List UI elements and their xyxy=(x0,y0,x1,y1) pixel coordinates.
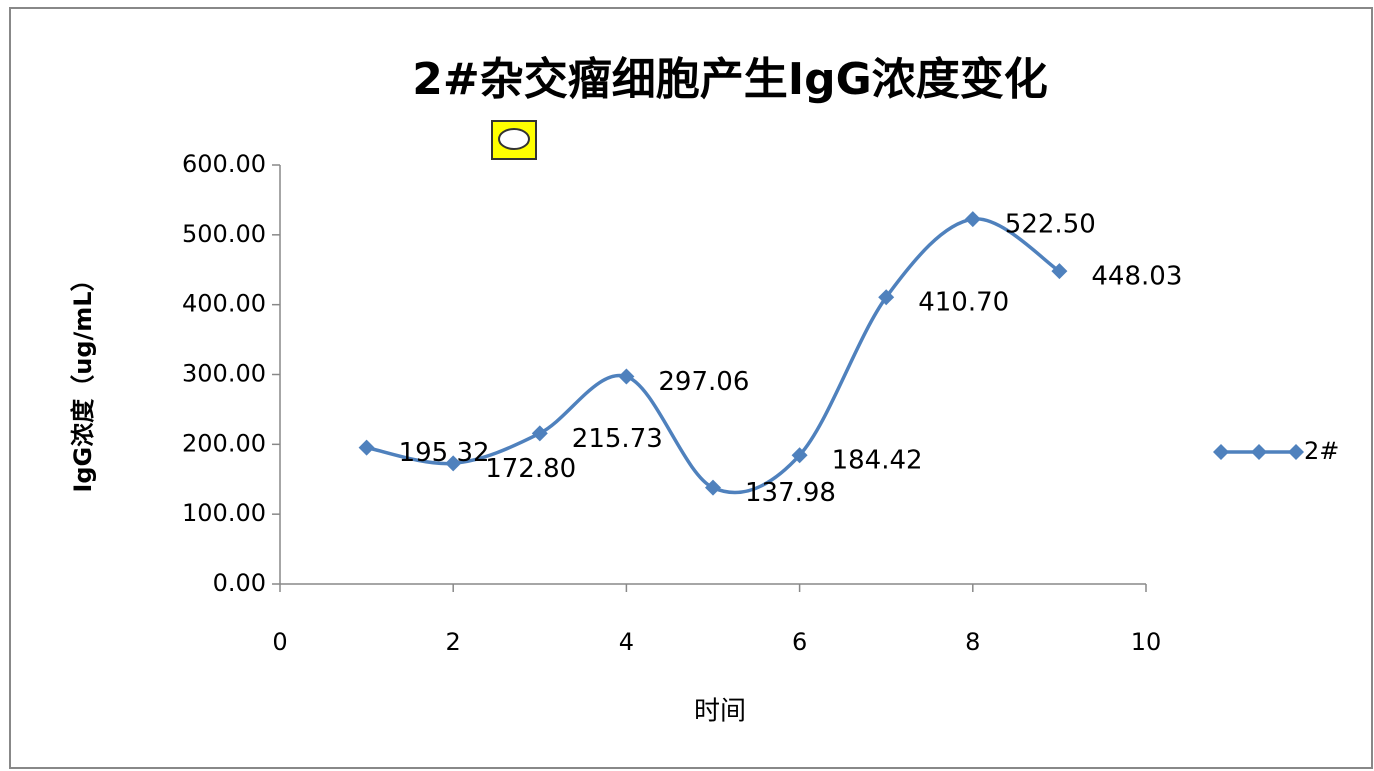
data-point xyxy=(964,211,981,228)
x-tick-label: 6 xyxy=(792,628,807,656)
data-point xyxy=(358,439,375,456)
data-point xyxy=(1051,263,1068,280)
data-label: 410.70 xyxy=(918,288,1009,318)
y-tick-label: 500.00 xyxy=(182,220,266,248)
data-label: 297.06 xyxy=(658,367,749,397)
legend-label: 2# xyxy=(1304,437,1339,465)
data-point xyxy=(705,479,721,496)
y-tick-label: 300.00 xyxy=(182,360,266,388)
x-tick-label: 0 xyxy=(272,628,287,656)
data-point xyxy=(791,447,808,464)
data-label: 215.73 xyxy=(572,424,663,454)
data-label: 184.42 xyxy=(832,446,923,476)
chart-frame xyxy=(9,7,1373,769)
x-tick-label: 4 xyxy=(619,628,634,656)
data-label: 448.03 xyxy=(1091,262,1182,292)
y-tick-label: 400.00 xyxy=(182,290,266,318)
data-label: 195.32 xyxy=(399,438,490,468)
x-axis-label: 时间 xyxy=(694,697,746,727)
x-tick-label: 10 xyxy=(1131,628,1162,656)
x-tick-label: 8 xyxy=(965,628,980,656)
legend-marker xyxy=(1251,444,1267,460)
y-tick-label: 100.00 xyxy=(182,499,266,527)
y-tick-label: 0.00 xyxy=(213,569,266,597)
data-point xyxy=(618,368,635,385)
chart-title: 2#杂交瘤细胞产生IgG浓度变化 xyxy=(412,54,1047,105)
legend-marker xyxy=(1213,444,1229,460)
data-point xyxy=(445,455,462,472)
y-tick-label: 200.00 xyxy=(182,429,266,457)
y-axis-label: IgG浓度（ug/mL） xyxy=(69,267,97,492)
data-label: 522.50 xyxy=(1005,210,1096,240)
x-tick-label: 2 xyxy=(446,628,461,656)
data-label: 172.80 xyxy=(485,454,576,484)
y-tick-label: 600.00 xyxy=(182,150,266,178)
data-label: 137.98 xyxy=(745,478,836,508)
comment-icon xyxy=(491,120,537,160)
data-point xyxy=(531,425,548,442)
data-point xyxy=(878,289,895,306)
legend-marker xyxy=(1288,444,1304,460)
